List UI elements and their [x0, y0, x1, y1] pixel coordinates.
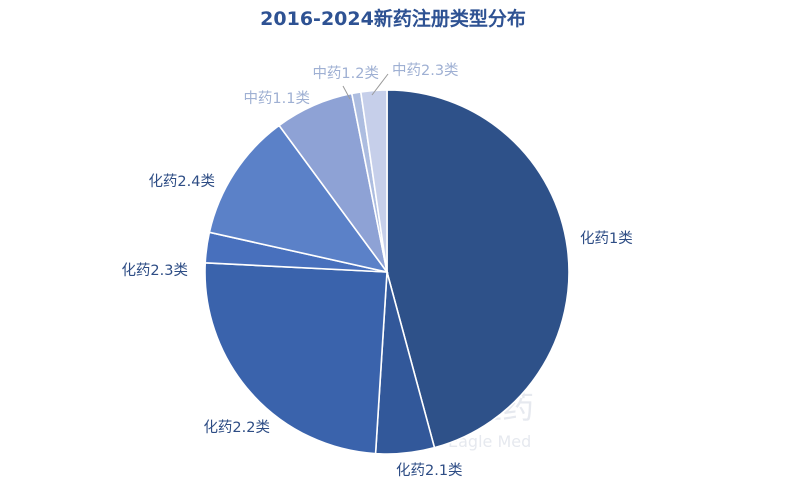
slice-label: 中药1.1类 [243, 90, 310, 107]
pie-slice [208, 124, 389, 274]
slice-label: 化药2.3类 [121, 262, 188, 279]
slice-label: 化药2.2类 [203, 419, 270, 436]
leader-lines [342, 73, 389, 100]
slice-label: 化药2.1类 [396, 462, 463, 479]
slice-label: 中药2.3类 [392, 62, 459, 79]
pie-slice [386, 89, 570, 449]
pie-slice [359, 89, 388, 273]
slice-label: 中药1.2类 [312, 65, 379, 82]
pie-slice [204, 262, 388, 455]
slice-label: 化药1类 [580, 230, 633, 247]
leader-line [371, 73, 389, 96]
pie-slices [204, 89, 570, 455]
watermark-en: Eagle Med [448, 432, 531, 451]
leader-line [342, 85, 351, 100]
slice-label: 化药2.4类 [148, 173, 215, 190]
chart-title: 2016-2024新药注册类型分布 [260, 7, 526, 30]
